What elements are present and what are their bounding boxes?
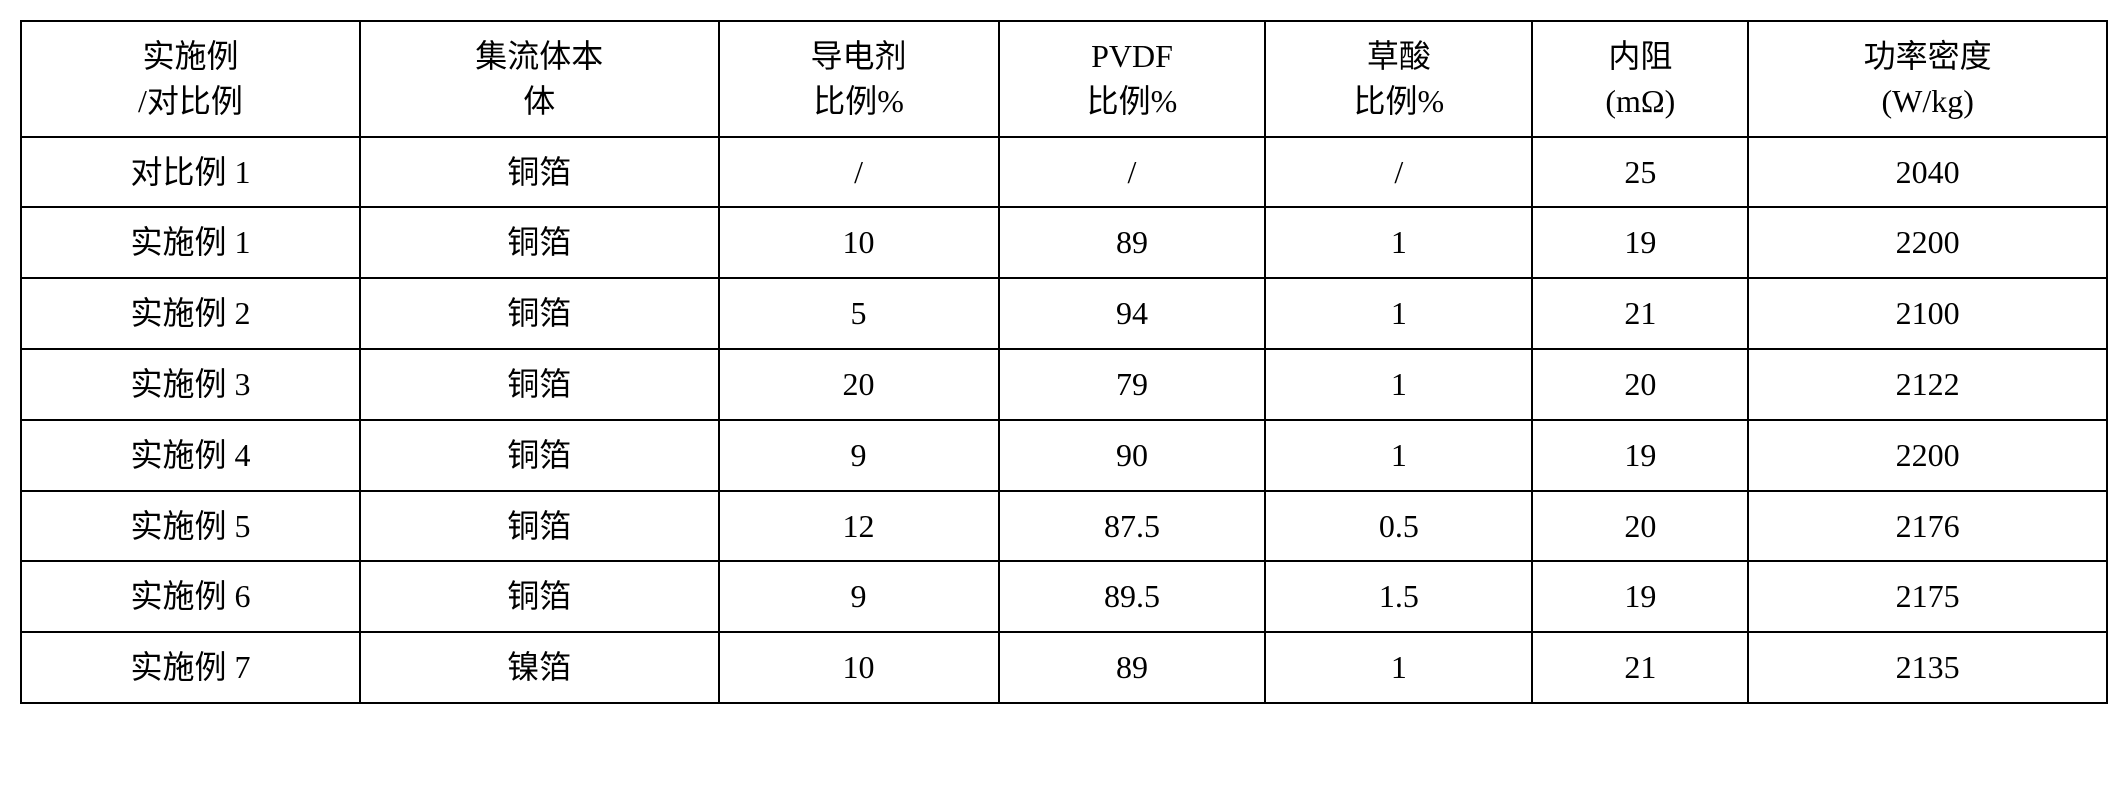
cell-oxalic: / — [1265, 137, 1532, 208]
cell-collector: 铜箔 — [360, 207, 719, 278]
col-header-power: 功率密度 (W/kg) — [1748, 21, 2107, 137]
cell-pvdf: / — [999, 137, 1266, 208]
table-row: 实施例 4 铜箔 9 90 1 19 2200 — [21, 420, 2107, 491]
cell-oxalic: 1 — [1265, 207, 1532, 278]
cell-example: 对比例 1 — [21, 137, 360, 208]
cell-pvdf: 87.5 — [999, 491, 1266, 562]
table-row: 实施例 3 铜箔 20 79 1 20 2122 — [21, 349, 2107, 420]
cell-power: 2200 — [1748, 207, 2107, 278]
cell-power: 2040 — [1748, 137, 2107, 208]
cell-collector: 铜箔 — [360, 561, 719, 632]
cell-example: 实施例 5 — [21, 491, 360, 562]
cell-resistance: 19 — [1532, 207, 1748, 278]
cell-power: 2100 — [1748, 278, 2107, 349]
cell-pvdf: 90 — [999, 420, 1266, 491]
cell-collector: 铜箔 — [360, 349, 719, 420]
table-row: 实施例 6 铜箔 9 89.5 1.5 19 2175 — [21, 561, 2107, 632]
cell-power: 2200 — [1748, 420, 2107, 491]
cell-pvdf: 94 — [999, 278, 1266, 349]
data-table: 实施例 /对比例 集流体本 体 导电剂 比例% PVDF 比例% 草酸 比例% … — [20, 20, 2108, 704]
col-header-example: 实施例 /对比例 — [21, 21, 360, 137]
cell-collector: 镍箔 — [360, 632, 719, 703]
cell-example: 实施例 1 — [21, 207, 360, 278]
cell-collector: 铜箔 — [360, 491, 719, 562]
table-body: 对比例 1 铜箔 / / / 25 2040 实施例 1 铜箔 10 89 1 … — [21, 137, 2107, 703]
table-row: 实施例 1 铜箔 10 89 1 19 2200 — [21, 207, 2107, 278]
cell-oxalic: 0.5 — [1265, 491, 1532, 562]
cell-pvdf: 89 — [999, 632, 1266, 703]
cell-resistance: 19 — [1532, 420, 1748, 491]
cell-conductive: 20 — [719, 349, 999, 420]
cell-example: 实施例 7 — [21, 632, 360, 703]
cell-resistance: 20 — [1532, 491, 1748, 562]
cell-example: 实施例 3 — [21, 349, 360, 420]
col-header-oxalic: 草酸 比例% — [1265, 21, 1532, 137]
cell-example: 实施例 2 — [21, 278, 360, 349]
cell-conductive: 9 — [719, 561, 999, 632]
cell-collector: 铜箔 — [360, 278, 719, 349]
col-header-conductive: 导电剂 比例% — [719, 21, 999, 137]
cell-conductive: 12 — [719, 491, 999, 562]
table-row: 实施例 7 镍箔 10 89 1 21 2135 — [21, 632, 2107, 703]
table-row: 对比例 1 铜箔 / / / 25 2040 — [21, 137, 2107, 208]
cell-collector: 铜箔 — [360, 137, 719, 208]
cell-oxalic: 1 — [1265, 420, 1532, 491]
cell-resistance: 25 — [1532, 137, 1748, 208]
cell-power: 2175 — [1748, 561, 2107, 632]
cell-power: 2122 — [1748, 349, 2107, 420]
cell-oxalic: 1 — [1265, 349, 1532, 420]
cell-conductive: 10 — [719, 207, 999, 278]
cell-pvdf: 89 — [999, 207, 1266, 278]
cell-resistance: 19 — [1532, 561, 1748, 632]
table-row: 实施例 2 铜箔 5 94 1 21 2100 — [21, 278, 2107, 349]
cell-example: 实施例 6 — [21, 561, 360, 632]
col-header-pvdf: PVDF 比例% — [999, 21, 1266, 137]
cell-conductive: 5 — [719, 278, 999, 349]
cell-power: 2135 — [1748, 632, 2107, 703]
cell-conductive: 9 — [719, 420, 999, 491]
cell-resistance: 21 — [1532, 278, 1748, 349]
cell-oxalic: 1.5 — [1265, 561, 1532, 632]
table-header-row: 实施例 /对比例 集流体本 体 导电剂 比例% PVDF 比例% 草酸 比例% … — [21, 21, 2107, 137]
table-row: 实施例 5 铜箔 12 87.5 0.5 20 2176 — [21, 491, 2107, 562]
cell-resistance: 20 — [1532, 349, 1748, 420]
cell-pvdf: 89.5 — [999, 561, 1266, 632]
col-header-resistance: 内阻 (mΩ) — [1532, 21, 1748, 137]
col-header-collector: 集流体本 体 — [360, 21, 719, 137]
cell-pvdf: 79 — [999, 349, 1266, 420]
cell-conductive: 10 — [719, 632, 999, 703]
cell-example: 实施例 4 — [21, 420, 360, 491]
cell-oxalic: 1 — [1265, 278, 1532, 349]
cell-oxalic: 1 — [1265, 632, 1532, 703]
cell-conductive: / — [719, 137, 999, 208]
cell-collector: 铜箔 — [360, 420, 719, 491]
cell-power: 2176 — [1748, 491, 2107, 562]
cell-resistance: 21 — [1532, 632, 1748, 703]
